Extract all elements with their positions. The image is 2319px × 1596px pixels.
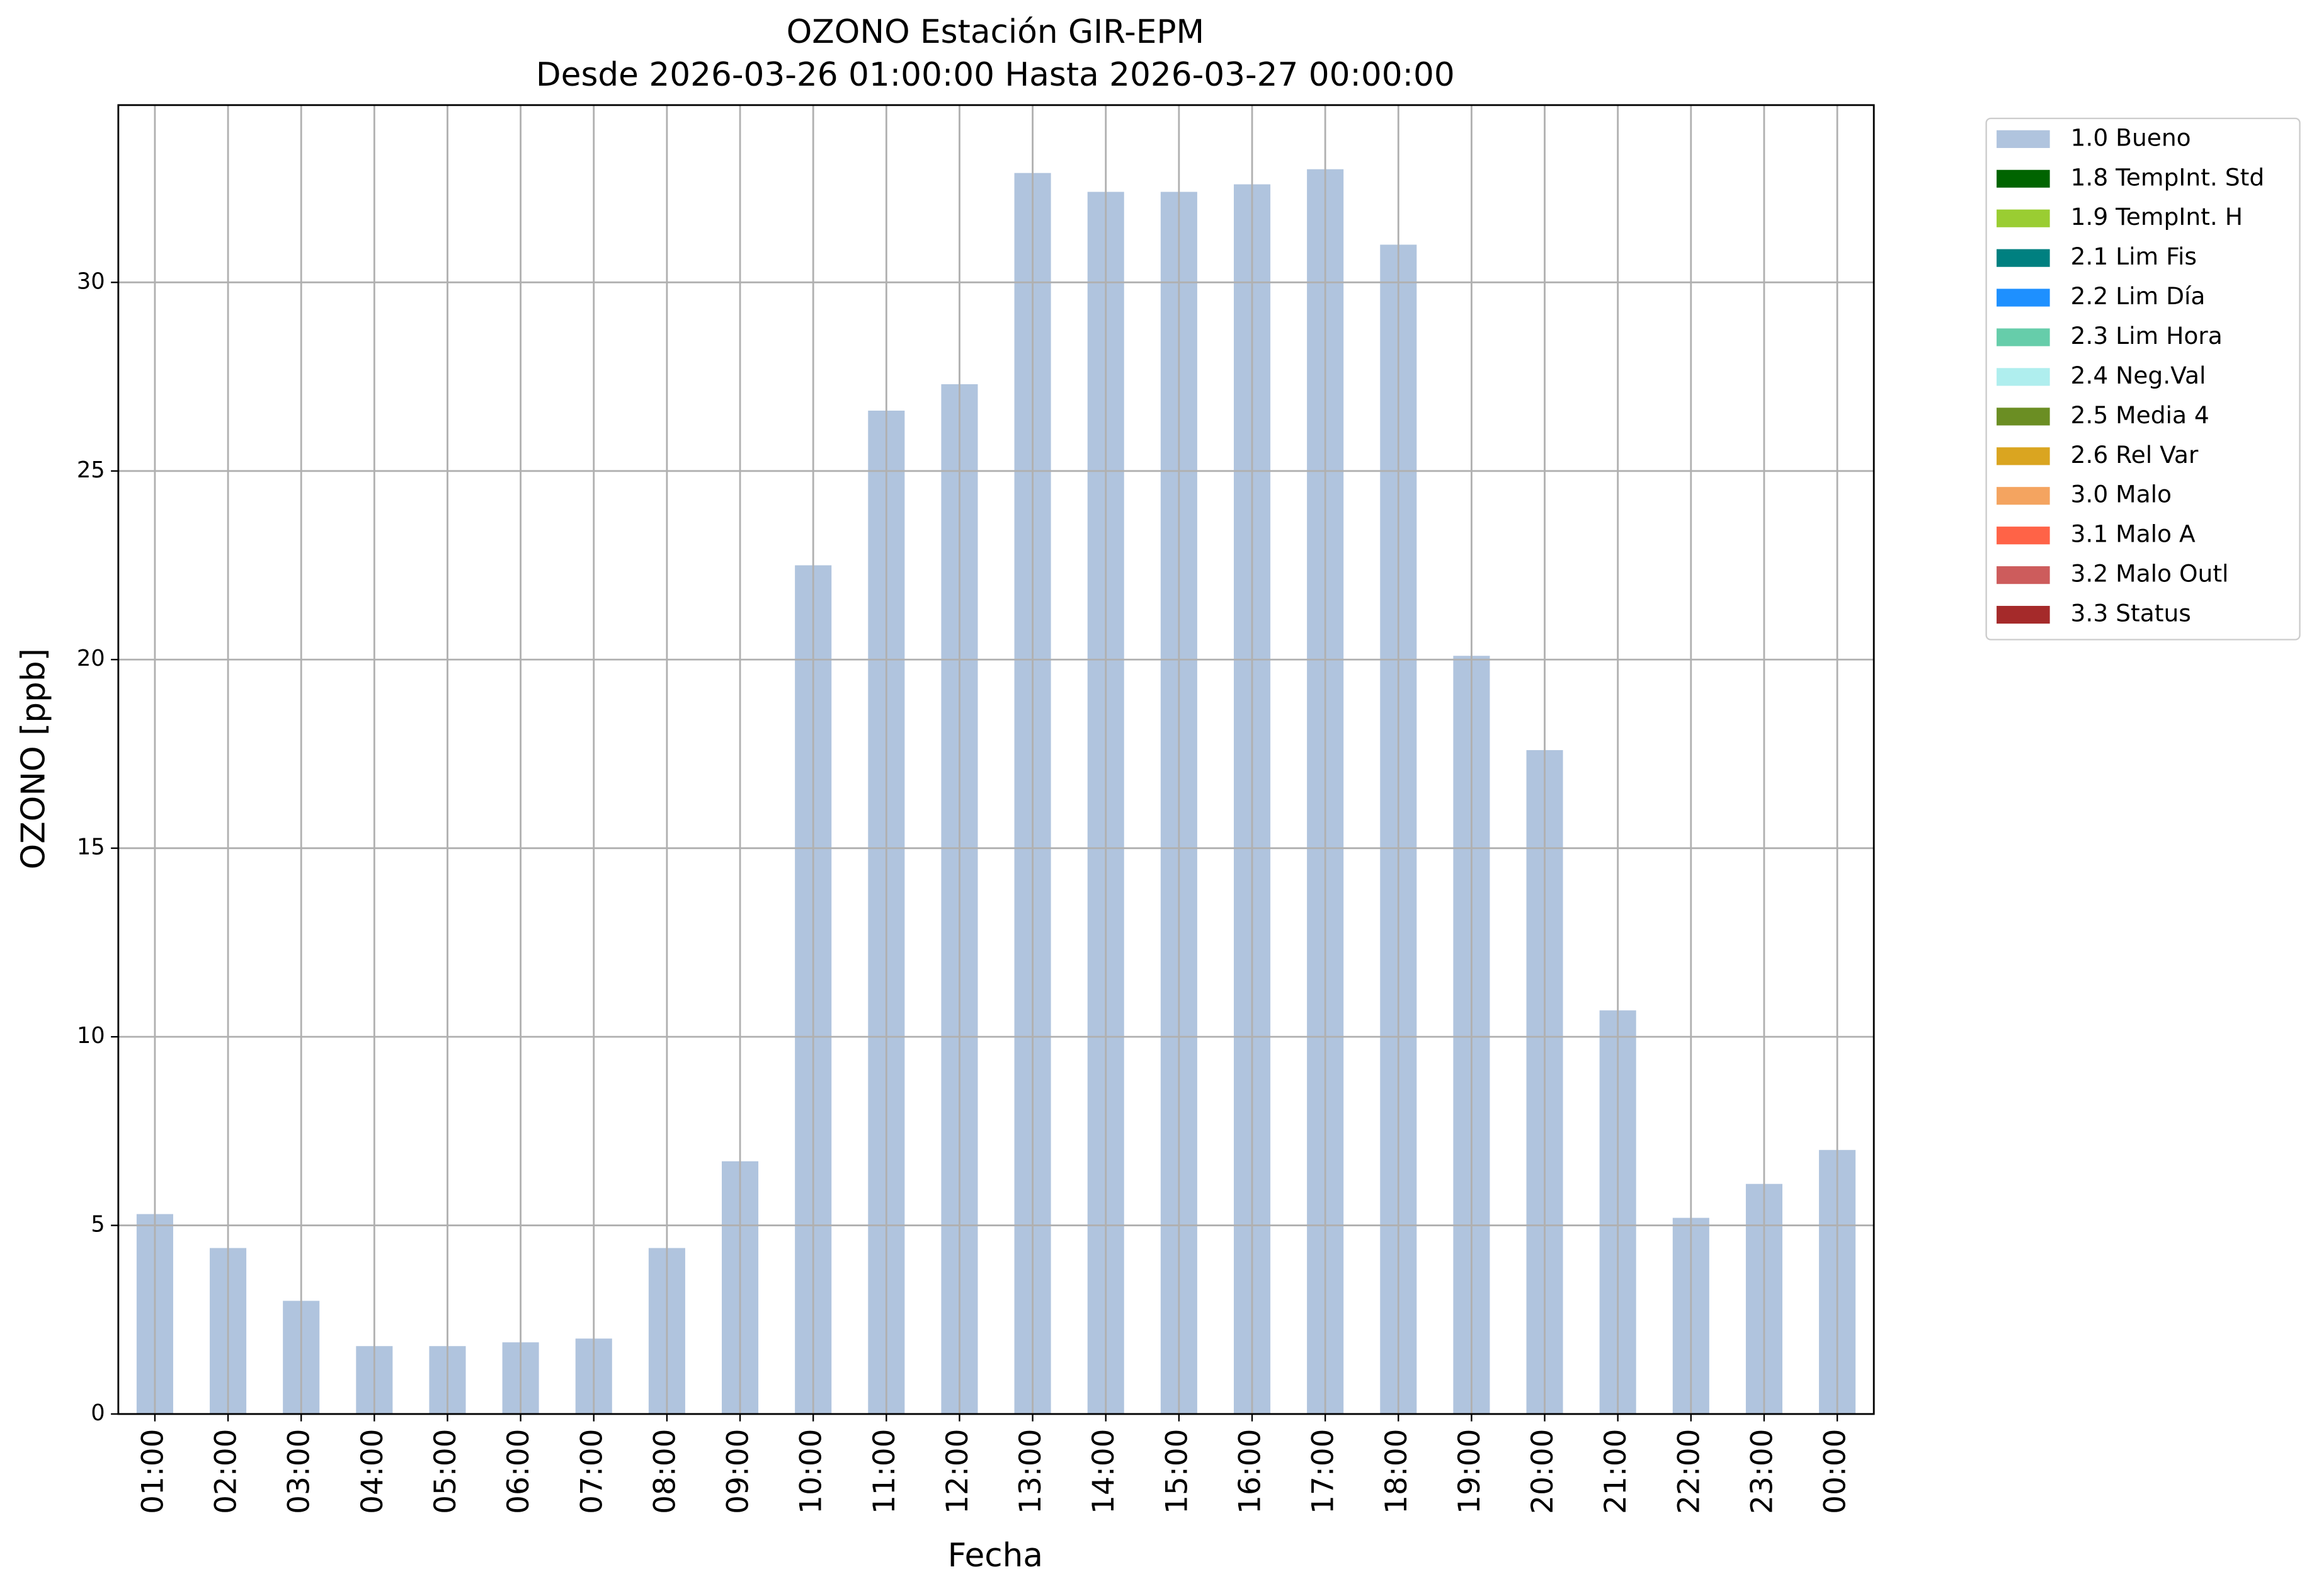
x-tick-label: 02:00 — [209, 1429, 244, 1514]
legend-label: 2.3 Lim Hora — [2071, 322, 2223, 350]
x-tick-label: 20:00 — [1525, 1429, 1560, 1514]
x-tick-label: 06:00 — [501, 1429, 536, 1514]
legend-swatch — [1997, 288, 2050, 307]
legend-swatch — [1997, 527, 2050, 545]
x-tick-label: 01:00 — [135, 1429, 170, 1514]
y-tick-label: 25 — [77, 457, 105, 483]
x-tick-label: 05:00 — [428, 1429, 463, 1514]
plot-frame — [117, 104, 1875, 1415]
x-tick-label: 17:00 — [1306, 1429, 1341, 1514]
y-tick-label: 5 — [91, 1212, 105, 1238]
legend-swatch — [1997, 368, 2050, 386]
legend-label: 2.5 Media 4 — [2071, 401, 2209, 429]
legend-swatch — [1997, 487, 2050, 505]
x-tick-label: 10:00 — [794, 1429, 829, 1514]
x-tick-label: 21:00 — [1598, 1429, 1633, 1514]
y-axis-label: OZONO [ppb] — [14, 648, 52, 869]
legend-swatch — [1997, 130, 2050, 148]
legend-label: 1.0 Bueno — [2071, 123, 2191, 151]
legend-swatch — [1997, 566, 2050, 584]
y-tick-label: 30 — [77, 268, 105, 294]
x-tick-label: 22:00 — [1672, 1429, 1706, 1514]
legend-label: 2.6 Rel Var — [2071, 441, 2199, 469]
y-tick-label: 10 — [77, 1023, 105, 1049]
x-tick-label: 18:00 — [1379, 1429, 1414, 1514]
x-tick-label: 12:00 — [940, 1429, 975, 1514]
x-tick-label: 07:00 — [574, 1429, 609, 1514]
x-tick-label: 04:00 — [355, 1429, 390, 1514]
y-tick-label: 15 — [77, 835, 105, 860]
legend-swatch — [1997, 328, 2050, 346]
x-tick-label: 23:00 — [1745, 1429, 1779, 1514]
x-tick-label: 03:00 — [282, 1429, 317, 1514]
x-tick-label: 08:00 — [647, 1429, 682, 1514]
x-tick-label: 13:00 — [1013, 1429, 1048, 1514]
legend-label: 2.4 Neg.Val — [2071, 362, 2206, 389]
legend-label: 3.0 Malo — [2071, 481, 2172, 508]
legend-label: 3.2 Malo Outl — [2071, 560, 2229, 588]
x-axis-label: Fecha — [948, 1537, 1043, 1575]
x-tick-label: 00:00 — [1818, 1429, 1853, 1514]
legend-box — [1985, 117, 2301, 641]
chart-title: OZONO Estación GIR-EPM — [787, 13, 1204, 51]
x-tick-label: 15:00 — [1160, 1429, 1194, 1514]
y-tick-label: 20 — [77, 646, 105, 671]
y-tick-label: 0 — [91, 1400, 105, 1426]
legend-swatch — [1997, 408, 2050, 426]
legend-swatch — [1997, 209, 2050, 227]
legend-swatch — [1997, 447, 2050, 465]
chart-subtitle: Desde 2026-03-26 01:00:00 Hasta 2026-03-… — [536, 56, 1455, 94]
legend-label: 3.1 Malo A — [2071, 520, 2196, 548]
x-tick-label: 19:00 — [1452, 1429, 1487, 1514]
legend-label: 1.8 TempInt. Std — [2071, 163, 2265, 191]
x-tick-label: 16:00 — [1233, 1429, 1268, 1514]
legend-swatch — [1997, 249, 2050, 267]
legend-swatch — [1997, 169, 2050, 188]
legend-label: 3.3 Status — [2071, 600, 2191, 627]
legend-swatch — [1997, 605, 2050, 624]
legend-label: 2.2 Lim Día — [2071, 282, 2206, 310]
legend-label: 2.1 Lim Fis — [2071, 242, 2197, 270]
legend-label: 1.9 TempInt. H — [2071, 203, 2243, 231]
x-tick-label: 14:00 — [1086, 1429, 1121, 1514]
x-tick-label: 09:00 — [721, 1429, 756, 1514]
x-tick-label: 11:00 — [867, 1429, 902, 1514]
